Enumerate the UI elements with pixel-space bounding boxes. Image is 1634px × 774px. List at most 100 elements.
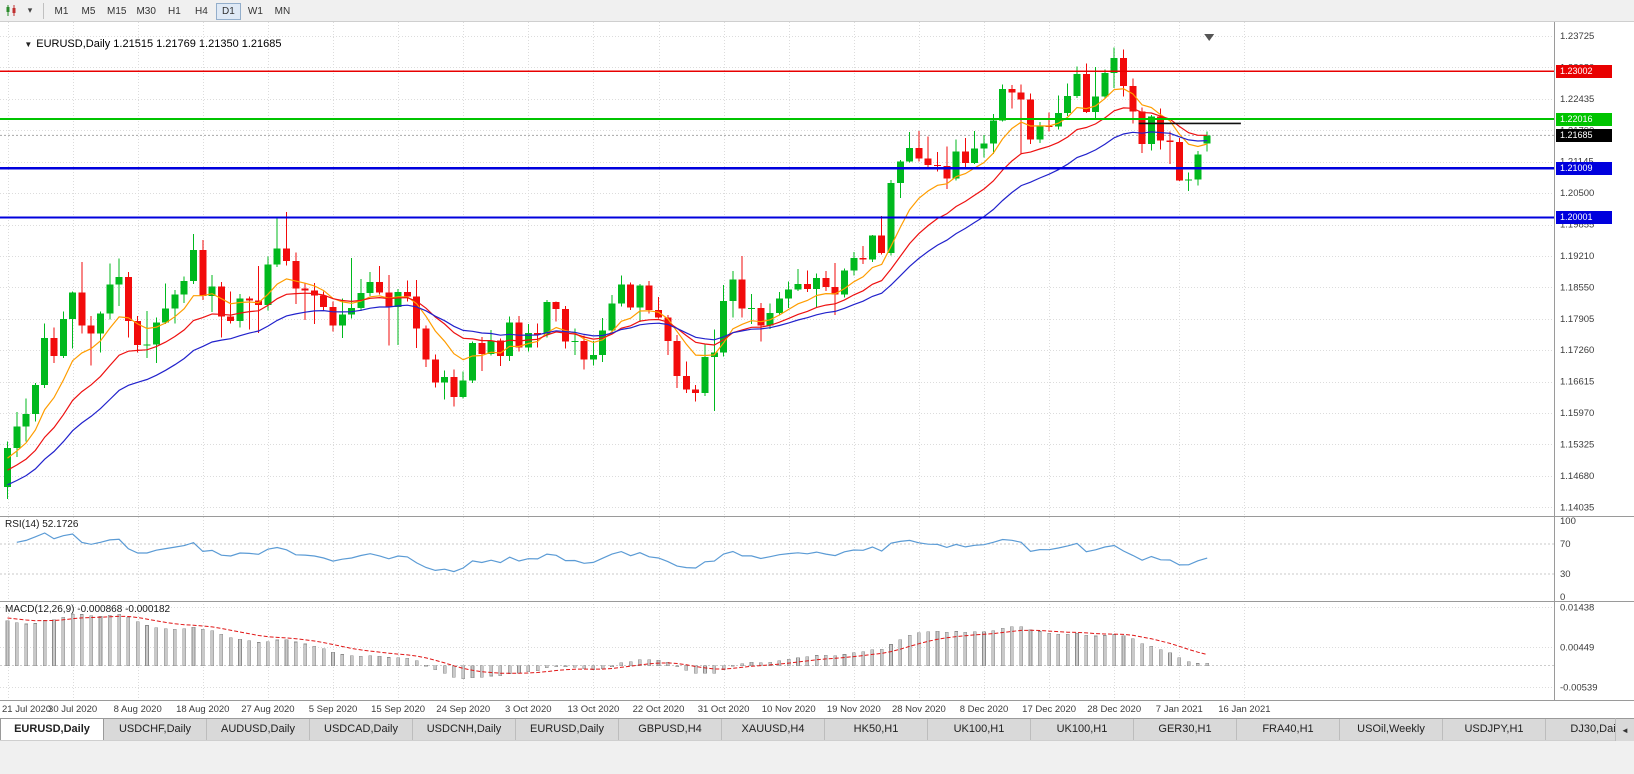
chart-tab-uk100-h1[interactable]: UK100,H1: [1031, 719, 1134, 741]
svg-text:1.16615: 1.16615: [1560, 377, 1594, 388]
svg-text:30 Jul 2020: 30 Jul 2020: [48, 704, 97, 715]
macd-signal-line: [7, 615, 1208, 674]
collapse-triangle-icon[interactable]: ▼: [24, 40, 33, 49]
chart-tab-audusd-daily[interactable]: AUDUSD,Daily: [207, 719, 310, 741]
hline-price-tag: 1.20001: [1556, 210, 1612, 224]
svg-text:21 Jul 2020: 21 Jul 2020: [2, 704, 51, 715]
svg-text:1.15970: 1.15970: [1560, 408, 1594, 419]
candlestick-chart-icon[interactable]: [2, 2, 21, 20]
chart-tab-xauusd-h4[interactable]: XAUUSD,H4: [722, 719, 825, 741]
macd-indicator-label: MACD(12,26,9) -0.000868 -0.000182: [5, 604, 171, 615]
chart-canvas[interactable]: 1.237251.230801.224351.217901.211451.205…: [0, 22, 1634, 718]
svg-text:1.14035: 1.14035: [1560, 502, 1594, 513]
chart-tab-uk100-h1[interactable]: UK100,H1: [928, 719, 1031, 741]
svg-text:100: 100: [1560, 516, 1576, 527]
grid-lines: [0, 22, 1554, 701]
fast-ma-line: [7, 88, 1208, 459]
svg-text:1.23725: 1.23725: [1560, 31, 1594, 42]
timeframe-toolbar: ▾ M1 M5 M15 M30 H1 H4 D1 W1 MN: [0, 0, 1634, 22]
rsi-axis-labels: 100 70 30 0: [1560, 516, 1576, 603]
timeframe-button-MN[interactable]: MN: [270, 3, 295, 20]
chart-type-dropdown-icon[interactable]: ▾: [21, 2, 39, 20]
svg-text:27 Aug 2020: 27 Aug 2020: [241, 704, 294, 715]
svg-text:17 Dec 2020: 17 Dec 2020: [1022, 704, 1076, 715]
chart-tab-dj30-daily[interactable]: DJ30,Daily: [1546, 719, 1634, 741]
svg-text:22 Oct 2020: 22 Oct 2020: [633, 704, 685, 715]
svg-text:1.18550: 1.18550: [1560, 282, 1594, 293]
svg-text:18 Aug 2020: 18 Aug 2020: [176, 704, 229, 715]
macd-level-lines: [0, 607, 1554, 688]
svg-text:8 Dec 2020: 8 Dec 2020: [960, 704, 1009, 715]
chart-tab-usdchf-daily[interactable]: USDCHF,Daily: [104, 719, 207, 741]
svg-text:13 Oct 2020: 13 Oct 2020: [568, 704, 620, 715]
svg-text:1.17260: 1.17260: [1560, 345, 1594, 356]
svg-text:0: 0: [1560, 592, 1565, 603]
current-price-tag: 1.21685: [1556, 128, 1612, 142]
chart-ohlc-header: ▼ EURUSD,Daily 1.21515 1.21769 1.21350 1.…: [6, 26, 282, 62]
moving-average-lines: [7, 88, 1208, 486]
timeframe-button-D1[interactable]: D1: [215, 3, 241, 20]
svg-text:1.14680: 1.14680: [1560, 471, 1594, 482]
svg-text:28 Nov 2020: 28 Nov 2020: [892, 704, 946, 715]
svg-text:0.01438: 0.01438: [1560, 603, 1594, 614]
price-axis-labels: 1.237251.230801.224351.217901.211451.205…: [1560, 31, 1594, 513]
mid-ma-line: [7, 107, 1208, 471]
timeframe-button-M30[interactable]: M30: [132, 3, 159, 20]
timeframe-button-H4[interactable]: H4: [189, 3, 214, 20]
svg-text:5 Sep 2020: 5 Sep 2020: [309, 704, 358, 715]
timeframe-button-group: M1 M5 M15 M30 H1 H4 D1 W1 MN: [48, 1, 296, 20]
chart-tab-usoil-weekly[interactable]: USOil,Weekly: [1340, 719, 1443, 741]
chart-ohlc-values: 1.21515 1.21769 1.21350 1.21685: [113, 38, 282, 50]
svg-text:1.19210: 1.19210: [1560, 251, 1594, 262]
chart-symbol-label: EURUSD,Daily: [36, 38, 111, 50]
svg-text:70: 70: [1560, 539, 1571, 550]
svg-text:16 Jan 2021: 16 Jan 2021: [1218, 704, 1270, 715]
svg-text:0.00449: 0.00449: [1560, 643, 1594, 654]
rsi-level-lines: [0, 543, 1554, 575]
macd-histogram: [5, 613, 1209, 680]
svg-text:1.15325: 1.15325: [1560, 439, 1594, 450]
chart-tab-usdcad-daily[interactable]: USDCAD,Daily: [310, 719, 413, 741]
svg-text:1.17905: 1.17905: [1560, 314, 1594, 325]
timeframe-button-M5[interactable]: M5: [76, 3, 101, 20]
chart-tab-hk50-h1[interactable]: HK50,H1: [825, 719, 928, 741]
chart-tab-ger30-h1[interactable]: GER30,H1: [1134, 719, 1237, 741]
hline-price-tag: 1.21009: [1556, 161, 1612, 175]
svg-text:31 Oct 2020: 31 Oct 2020: [698, 704, 750, 715]
rsi-indicator-label: RSI(14) 52.1726: [5, 519, 79, 530]
chart-tab-usdjpy-h1[interactable]: USDJPY,H1: [1443, 719, 1546, 741]
svg-text:-0.00539: -0.00539: [1560, 682, 1598, 693]
chart-tab-eurusd-daily[interactable]: EURUSD,Daily: [516, 719, 619, 741]
chart-shift-marker-icon[interactable]: [1204, 34, 1215, 41]
toolbar-separator: [43, 2, 44, 19]
hline-price-tag: 1.23002: [1556, 64, 1612, 78]
svg-text:7 Jan 2021: 7 Jan 2021: [1156, 704, 1203, 715]
timeframe-button-M15[interactable]: M15: [103, 3, 130, 20]
slow-ma-line: [7, 131, 1208, 486]
timeframe-button-W1[interactable]: W1: [243, 3, 268, 20]
svg-text:1.22435: 1.22435: [1560, 94, 1594, 105]
svg-text:1.19855: 1.19855: [1560, 220, 1594, 231]
svg-text:19 Nov 2020: 19 Nov 2020: [827, 704, 881, 715]
svg-text:1.20500: 1.20500: [1560, 188, 1594, 199]
svg-text:24 Sep 2020: 24 Sep 2020: [436, 704, 490, 715]
horizontal-level-lines[interactable]: [0, 70, 1554, 219]
svg-text:8 Aug 2020: 8 Aug 2020: [114, 704, 162, 715]
svg-text:10 Nov 2020: 10 Nov 2020: [762, 704, 816, 715]
hline-price-tag: 1.22016: [1556, 112, 1612, 126]
svg-text:30: 30: [1560, 569, 1571, 580]
tab-scroll-left-icon[interactable]: ◄: [1615, 718, 1634, 741]
svg-text:15 Sep 2020: 15 Sep 2020: [371, 704, 425, 715]
chart-tab-eurusd-daily[interactable]: EURUSD,Daily: [0, 719, 104, 741]
candles: [4, 47, 1211, 499]
chart-area: 1.237251.230801.224351.217901.211451.205…: [0, 22, 1634, 718]
chart-tab-gbpusd-h4[interactable]: GBPUSD,H4: [619, 719, 722, 741]
timeframe-button-M1[interactable]: M1: [49, 3, 74, 20]
chart-tab-bar: EURUSD,Daily USDCHF,Daily AUDUSD,Daily USDC…: [0, 718, 1634, 741]
timeframe-button-H1[interactable]: H1: [162, 3, 187, 20]
chart-tab-usdcnh-daily[interactable]: USDCNH,Daily: [413, 719, 516, 741]
chart-tab-fra40-h1[interactable]: FRA40,H1: [1237, 719, 1340, 741]
rsi-line: [16, 532, 1208, 573]
